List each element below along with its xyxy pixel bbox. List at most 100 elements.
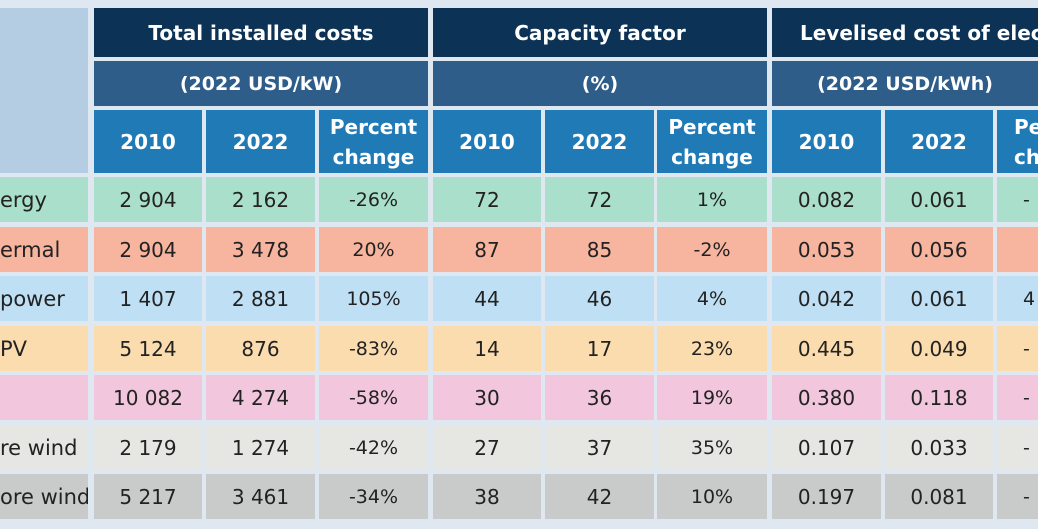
cell-value: 0.445 <box>797 336 856 361</box>
value-cell: 36 <box>545 375 654 420</box>
cell-value: 19% <box>690 386 734 409</box>
value-cell: 2 881 <box>206 276 315 321</box>
col-header-line: Percent <box>329 114 418 139</box>
cell-value: 17 <box>586 336 613 361</box>
cell-value: - <box>1023 337 1030 360</box>
value-cell: 85 <box>545 227 654 272</box>
cell-value: 4% <box>696 287 728 310</box>
cell-value: 72 <box>586 187 613 212</box>
cell-value: 46 <box>586 286 613 311</box>
cell-value: 37 <box>586 435 613 460</box>
percent-change-cell: 10% <box>657 474 767 519</box>
value-cell: 2 162 <box>206 177 315 222</box>
col-header-text: 2022 <box>571 129 628 154</box>
value-cell: 17 <box>545 326 654 371</box>
group-title-text: Capacity factor <box>514 20 686 45</box>
value-cell: 30 <box>433 375 541 420</box>
col-header-2022: 2022 <box>885 110 993 173</box>
col-header-text: 2022 <box>232 129 289 154</box>
group-unit: (2022 USD/kW) <box>94 61 428 106</box>
cell-value: 876 <box>241 336 280 361</box>
percent-change-cell: 35% <box>657 425 767 470</box>
cell-value: -34% <box>348 485 399 508</box>
col-header-2010: 2010 <box>772 110 881 173</box>
col-header-line: change <box>671 144 753 169</box>
cell-value: 4 274 <box>231 385 290 410</box>
value-cell: 0.107 <box>772 425 881 470</box>
value-cell: 2 904 <box>94 227 202 272</box>
percent-change-cell: -34% <box>319 474 428 519</box>
cell-value: 0.082 <box>797 187 856 212</box>
percent-change-cell: 1% <box>657 177 767 222</box>
row-label: PV <box>0 326 88 371</box>
value-cell: 4 274 <box>206 375 315 420</box>
value-cell: 3 478 <box>206 227 315 272</box>
cell-value: 1 407 <box>119 286 177 311</box>
group-unit-text: (%) <box>581 72 619 95</box>
percent-change-cell: - <box>997 177 1038 222</box>
row-label-text: re wind <box>0 435 78 460</box>
cell-value: - <box>1023 188 1030 211</box>
cell-value: 85 <box>586 237 613 262</box>
percent-change-cell: -42% <box>319 425 428 470</box>
row-label: ergy <box>0 177 88 222</box>
value-cell: 0.081 <box>885 474 993 519</box>
col-header-text: 2010 <box>120 129 176 154</box>
value-cell: 1 274 <box>206 425 315 470</box>
cell-value: 10% <box>690 485 734 508</box>
value-cell: 2 904 <box>94 177 202 222</box>
col-header-2022: 2022 <box>206 110 315 173</box>
value-cell: 0.082 <box>772 177 881 222</box>
cell-value: 5 217 <box>119 484 177 509</box>
col-header-line: Percent <box>668 114 756 139</box>
percent-change-cell: - <box>997 326 1038 371</box>
percent-change-cell: 19% <box>657 375 767 420</box>
cell-value: 10 082 <box>113 385 183 410</box>
col-header-text: 2010 <box>798 129 855 154</box>
group-unit-text: (2022 USD/kWh) <box>817 72 993 95</box>
col-header-percent-change: Percent change <box>657 110 767 173</box>
percent-change-cell: 20% <box>319 227 428 272</box>
value-cell: 2 179 <box>94 425 202 470</box>
col-header-2010: 2010 <box>94 110 202 173</box>
cell-value: 0.049 <box>910 336 968 361</box>
group-unit: (%) <box>433 61 767 106</box>
row-label: re wind <box>0 425 88 470</box>
group-unit: (2022 USD/kWh) <box>772 61 1038 106</box>
value-cell: 14 <box>433 326 541 371</box>
row-label-text: power <box>0 286 65 311</box>
cell-value: 3 461 <box>231 484 290 509</box>
value-cell: 42 <box>545 474 654 519</box>
cell-value: 2 162 <box>231 187 290 212</box>
value-cell: 5 217 <box>94 474 202 519</box>
row-label-text: ermal <box>0 237 61 262</box>
percent-change-cell: 105% <box>319 276 428 321</box>
percent-change-cell: -26% <box>319 177 428 222</box>
cell-value: 1 274 <box>231 435 290 460</box>
group-title-text: Total installed costs <box>148 20 374 45</box>
percent-change-cell: 23% <box>657 326 767 371</box>
value-cell: 72 <box>433 177 541 222</box>
cell-value: 14 <box>474 336 500 361</box>
value-cell: 46 <box>545 276 654 321</box>
cell-value: 30 <box>474 385 500 410</box>
cell-value: 2 179 <box>119 435 177 460</box>
group-title: Capacity factor <box>433 8 767 57</box>
cell-value: 0.081 <box>910 484 968 509</box>
cell-value: - <box>1023 485 1030 508</box>
value-cell: 0.042 <box>772 276 881 321</box>
value-cell: 27 <box>433 425 541 470</box>
col-header-line: change <box>332 144 415 169</box>
value-cell: 0.061 <box>885 177 993 222</box>
value-cell: 0.033 <box>885 425 993 470</box>
group-title-text: Levelised cost of electri <box>800 20 1038 45</box>
value-cell: 87 <box>433 227 541 272</box>
cell-value: 0.033 <box>910 435 968 460</box>
value-cell: 0.380 <box>772 375 881 420</box>
row-label-text: PV <box>0 336 28 361</box>
cell-value: 0.197 <box>797 484 856 509</box>
cell-value: 44 <box>474 286 500 311</box>
value-cell: 0.445 <box>772 326 881 371</box>
cell-value: 0.118 <box>910 385 968 410</box>
cell-value: 0.061 <box>910 187 968 212</box>
